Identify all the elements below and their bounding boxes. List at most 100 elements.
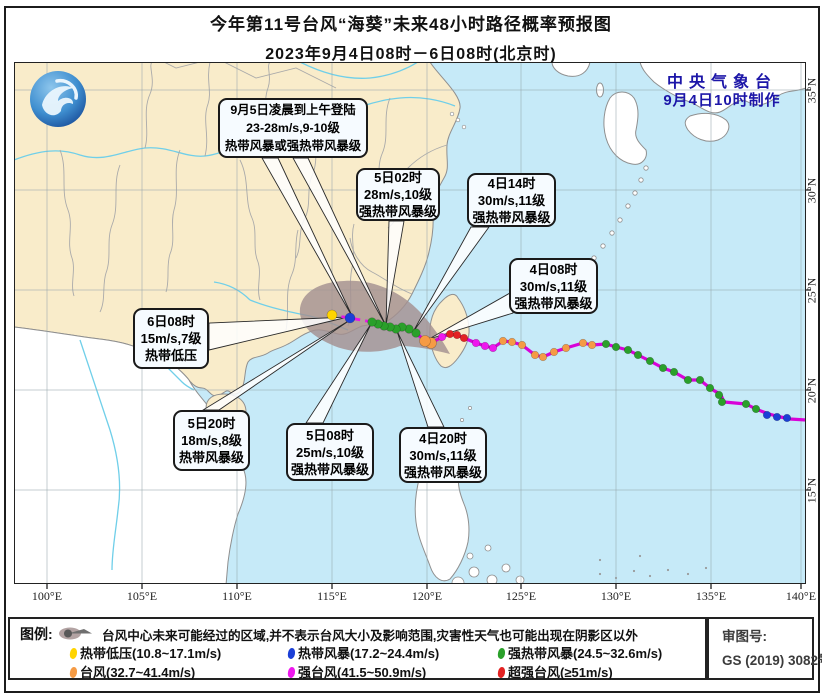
track-point-orange [549, 347, 559, 357]
legend-item-label: 台风(32.7~41.4m/s) [80, 665, 196, 680]
lat-tick-label: 25°N [804, 277, 819, 304]
lat-tick-label: 20°N [804, 377, 819, 404]
legend-item: 热带风暴(17.2~24.4m/s) [286, 643, 440, 662]
lon-tick-label: 115°E [317, 589, 347, 603]
callout-line: 4日08时 [529, 261, 578, 277]
track-point-orange [561, 343, 571, 353]
callout-line: 强热带风暴级 [403, 464, 482, 480]
track-point-red [452, 330, 462, 340]
legend-item-label: 超强台风(≥51m/s) [508, 665, 613, 680]
title-line1: 今年第11号台风“海葵”未来48小时路径概率预报图 [210, 15, 612, 34]
lat-tick-label: 15°N [804, 477, 819, 504]
callout-line: 强热带风暴级 [472, 209, 551, 225]
track-point-orange [498, 336, 508, 346]
legend-item-label: 热带低压(10.8~17.1m/s) [80, 646, 222, 661]
typhoon-intensity-icon [68, 647, 79, 660]
legend-item-label: 强台风(41.5~50.9m/s) [298, 665, 427, 680]
cma-logo-icon [27, 68, 89, 130]
track-point-blue [762, 410, 772, 420]
callout-line: 28m/s,10级 [364, 187, 432, 202]
track-point-magenta [471, 338, 481, 348]
korea-tip [551, 62, 591, 77]
track-point-green [695, 375, 705, 385]
lat-tick-label: 30°N [804, 177, 819, 204]
lon-tick-label: 110°E [222, 589, 252, 603]
track-point-green [601, 339, 611, 349]
probability-shadow [299, 280, 450, 354]
track-point-green [683, 375, 693, 385]
callout-line: 30m/s,11级 [519, 278, 588, 294]
typhoon-intensity-icon [496, 647, 507, 660]
typhoon-intensity-icon [496, 666, 507, 679]
track-point-orange [517, 340, 527, 350]
japan-islands [596, 62, 806, 165]
callout-line: 18m/s,8级 [181, 433, 242, 448]
track-point-blue [344, 312, 356, 324]
typhoon-intensity-icon [286, 666, 297, 679]
lon-tick-label: 125°E [505, 589, 537, 603]
callout-line: 强热带风暴级 [359, 204, 438, 219]
track-point-green [658, 363, 668, 373]
track-point-green [623, 345, 633, 355]
lon-tick-label: 120°E [411, 589, 443, 603]
lon-tick-label: 130°E [600, 589, 632, 603]
callout-landfall: 9月5日凌晨到上午登陆 23-28m/s,9-10级 热带风暴或强热带风暴级 [218, 98, 368, 158]
callout-line: 30m/s,11级 [409, 447, 477, 463]
lon-tick-label: 100°E [31, 589, 63, 603]
track-point-orange [587, 340, 597, 350]
callout-line: 15m/s,7级 [140, 331, 202, 346]
lat-tick-label: 35°N [804, 77, 819, 104]
track-point-green [645, 356, 655, 366]
shadow-area-icon [58, 627, 96, 640]
producer-watermark: 中央气象台 9月4日10时制作 [632, 74, 812, 110]
track-point-green [741, 399, 751, 409]
track-point-orange [530, 350, 540, 360]
typhoon-intensity-icon [286, 647, 297, 660]
legend-item: 强热带风暴(24.5~32.6m/s) [496, 643, 663, 662]
track-point-red [445, 329, 455, 339]
lon-tick-label: 140°E [785, 589, 817, 603]
producer-name: 中央气象台 [666, 74, 777, 91]
legend-note: 台风中心未来可能经过的区域,并不表示台风大小及影响范围,灾害性天气也可能出现在阴… [102, 629, 638, 643]
callout-fc-4d08: 4日08时 30m/s,11级 强热带风暴级 [509, 258, 598, 314]
track-point-red [459, 333, 469, 343]
track-point-magenta [480, 341, 490, 351]
track-point-magenta [488, 343, 498, 353]
legend-item: 台风(32.7~41.4m/s) [68, 662, 196, 681]
legend-item: 超强台风(≥51m/s) [496, 662, 613, 681]
callout-line: 5日08时 [306, 427, 354, 443]
callout-fc-4d14: 4日14时 30m/s,11级 强热带风暴级 [467, 173, 556, 227]
track-point-blue [782, 413, 792, 423]
callout-line: 强热带风暴级 [290, 461, 369, 477]
track-point-green [717, 397, 727, 407]
indochina-landmass [14, 326, 247, 584]
typhoon-intensity-icon [68, 666, 79, 679]
callout-fc-5d20: 5日20时 18m/s,8级 热带风暴级 [173, 410, 250, 471]
scs-reef-specks [598, 554, 708, 580]
callout-line: 4日14时 [487, 175, 536, 191]
track-point-orange [578, 338, 588, 348]
callout-fc-5d08: 5日08时 25m/s,10级 强热带风暴级 [286, 423, 374, 481]
track-point-green [705, 383, 715, 393]
callout-line: 25m/s,10级 [296, 444, 364, 460]
lon-tick-label: 105°E [126, 589, 158, 603]
axis-ticks [46, 89, 811, 589]
callout-line: 5日02时 [374, 170, 422, 185]
track-point-orange [538, 352, 548, 362]
track-point-orange [419, 335, 431, 347]
track-point-green [633, 350, 643, 360]
callout-line: 热带风暴或强热带风暴级 [224, 139, 362, 153]
legend-item-label: 热带风暴(17.2~24.4m/s) [298, 646, 440, 661]
review-label: 审图号: [722, 629, 767, 644]
review-value: GS (2019) 3082号 [722, 653, 822, 668]
legend-panel: 图例: 台风中心未来可能经过的区域,并不表示台风大小及影响范围,灾害性天气也可能… [8, 617, 822, 681]
callout-line: 6日08时 [147, 314, 195, 329]
callout-line: 强热带风暴级 [514, 295, 593, 311]
callout-line: 30m/s,11级 [477, 192, 546, 208]
legend-divider [705, 619, 709, 678]
lon-tick-label: 135°E [695, 589, 727, 603]
legend-item-label: 强热带风暴(24.5~32.6m/s) [508, 646, 663, 661]
track-point-blue [772, 412, 782, 422]
track-point-green [411, 328, 421, 338]
